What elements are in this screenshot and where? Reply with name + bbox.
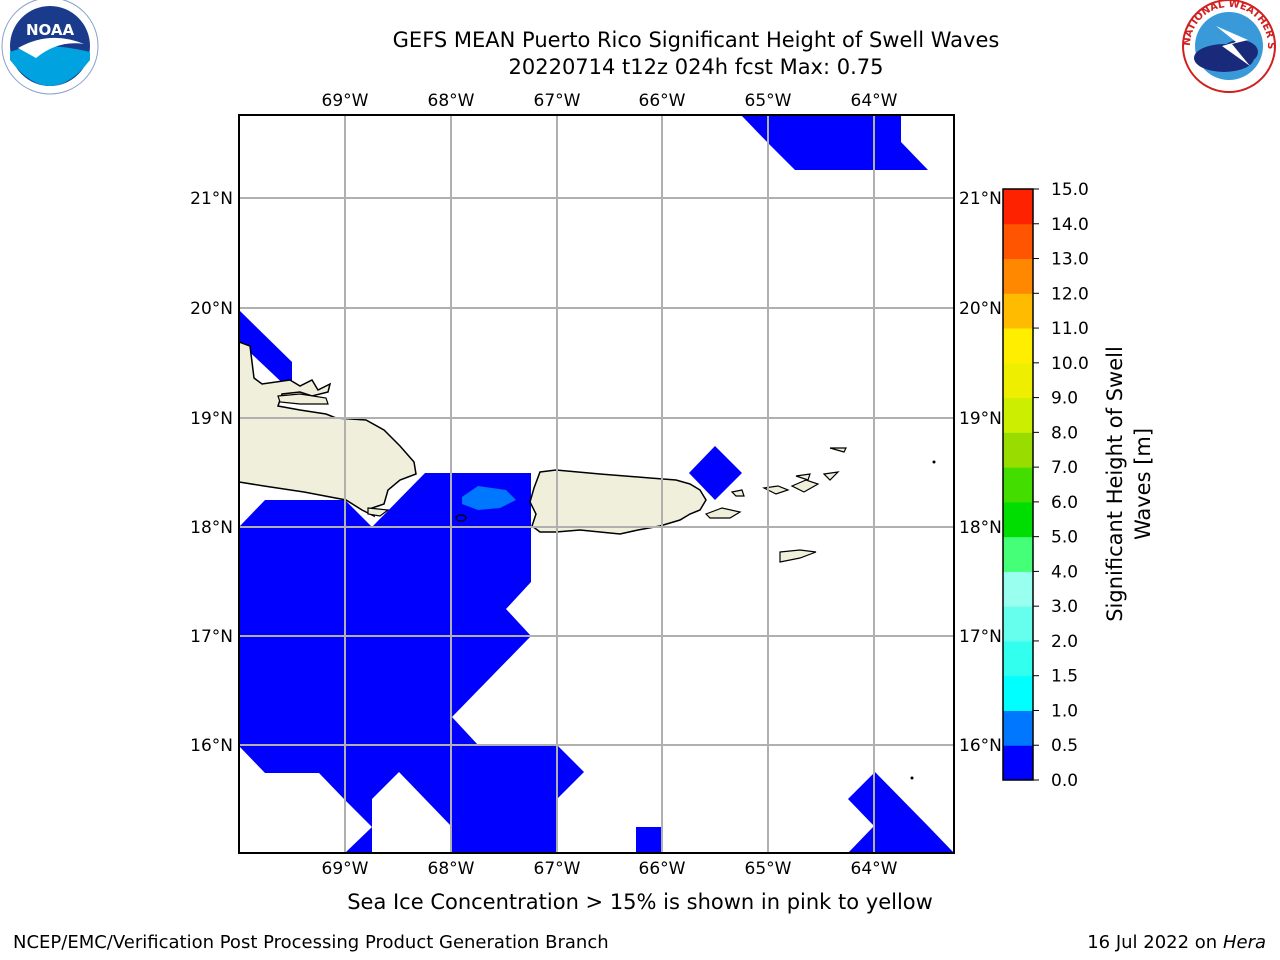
colorbar-segment bbox=[1003, 606, 1033, 642]
lon-label: 64°W bbox=[851, 859, 898, 879]
nws-logo: NATIONAL WEATHER SERVICE bbox=[0, 0, 1276, 93]
lon-labels-bottom: 69°W 68°W 67°W 66°W 65°W 64°W bbox=[322, 859, 898, 879]
noaa-logo-text: NOAA bbox=[26, 21, 75, 39]
colorbar-tick-label: 1.5 bbox=[1051, 667, 1078, 687]
lon-label: 65°W bbox=[745, 91, 792, 111]
lat-label: 17°N bbox=[190, 627, 233, 647]
svg-text:NATIONAL WEATHER SERVICE: NATIONAL WEATHER SERVICE bbox=[0, 0, 1276, 49]
colorbar-tick-label: 6.0 bbox=[1051, 493, 1078, 513]
footer-date: 16 Jul 2022 on Hera bbox=[1087, 932, 1266, 953]
lat-label: 18°N bbox=[190, 518, 233, 538]
colorbar-tick-label: 12.0 bbox=[1051, 284, 1089, 304]
footer-branch: NCEP/EMC/Verification Post Processing Pr… bbox=[13, 932, 609, 953]
lon-label: 68°W bbox=[428, 91, 475, 111]
lon-label: 64°W bbox=[851, 91, 898, 111]
colorbar-tick-label: 5.0 bbox=[1051, 528, 1078, 548]
lat-label: 20°N bbox=[959, 299, 1002, 319]
colorbar-segment bbox=[1003, 362, 1033, 399]
colorbar-segment bbox=[1003, 397, 1033, 433]
map-frame bbox=[238, 114, 955, 854]
colorbar-tick-label: 13.0 bbox=[1051, 250, 1089, 270]
lat-label: 19°N bbox=[190, 409, 233, 429]
colorbar-segment bbox=[1003, 675, 1033, 711]
lon-label: 65°W bbox=[745, 859, 792, 879]
nws-logo-text: NATIONAL WEATHER SERVICE bbox=[0, 0, 1276, 49]
footer-date-text: 16 Jul 2022 on bbox=[1087, 932, 1223, 953]
colorbar-label: Waves [m] bbox=[1131, 428, 1155, 540]
sea-ice-caption: Sea Ice Concentration > 15% is shown in … bbox=[347, 890, 933, 914]
lat-label: 16°N bbox=[959, 736, 1002, 756]
lon-label: 69°W bbox=[322, 859, 369, 879]
lat-label: 18°N bbox=[959, 518, 1002, 538]
colorbar-segment bbox=[1003, 745, 1033, 781]
colorbar-tick-label: 11.0 bbox=[1051, 319, 1089, 339]
colorbar-tick-label: 4.0 bbox=[1051, 562, 1078, 582]
colorbar-frame bbox=[1002, 188, 1034, 781]
colorbar-tick-label: 7.0 bbox=[1051, 458, 1078, 478]
colorbar-segment bbox=[1003, 571, 1033, 607]
lat-label: 21°N bbox=[959, 189, 1002, 209]
lat-label: 17°N bbox=[959, 627, 1002, 647]
footer-host: Hera bbox=[1222, 932, 1266, 953]
colorbar-tick-label: 3.0 bbox=[1051, 597, 1078, 617]
colorbar-segment bbox=[1003, 258, 1033, 294]
colorbar-segment bbox=[1003, 710, 1033, 746]
colorbar-tick-label: 0.0 bbox=[1051, 771, 1078, 791]
swell-height-fill-high bbox=[462, 486, 516, 510]
lon-label: 69°W bbox=[322, 91, 369, 111]
lat-label: 19°N bbox=[959, 409, 1002, 429]
lat-labels-right: 21°N 20°N 19°N 18°N 17°N 16°N bbox=[959, 189, 1002, 756]
colorbar-tick-label: 8.0 bbox=[1051, 423, 1078, 443]
lon-label: 68°W bbox=[428, 859, 475, 879]
chart-subtitle: 20220714 t12z 024h fcst Max: 0.75 bbox=[508, 55, 884, 79]
lon-label: 67°W bbox=[534, 859, 581, 879]
colorbar-ticks: 0.0 0.5 1.0 1.5 2.0 3.0 4.0 5.0 6.0 7.0 8.0 9.0 10.0… bbox=[1033, 180, 1089, 791]
chart-title: GEFS MEAN Puerto Rico Significant Height… bbox=[392, 28, 1000, 52]
lon-label: 66°W bbox=[639, 859, 686, 879]
colorbar-segment bbox=[1003, 293, 1033, 329]
colorbar-segment bbox=[1003, 536, 1033, 572]
lon-labels-top: 69°W 68°W 67°W 66°W 65°W 64°W bbox=[322, 91, 898, 111]
lon-label: 66°W bbox=[639, 91, 686, 111]
colorbar-tick-label: 10.0 bbox=[1051, 354, 1089, 374]
colorbar-tick-label: 1.0 bbox=[1051, 701, 1078, 721]
colorbar-segment bbox=[1003, 223, 1033, 260]
colorbar-tick-label: 2.0 bbox=[1051, 632, 1078, 652]
colorbar-segment bbox=[1003, 189, 1033, 225]
map-gridlines bbox=[239, 115, 954, 853]
colorbar-segment bbox=[1003, 640, 1033, 677]
colorbar-label: Significant Height of Swell bbox=[1103, 346, 1127, 622]
lat-labels-left: 21°N 20°N 19°N 18°N 17°N 16°N bbox=[190, 189, 233, 756]
colorbar bbox=[1002, 188, 1034, 781]
colorbar-tick-label: 15.0 bbox=[1051, 180, 1089, 200]
lat-label: 21°N bbox=[190, 189, 233, 209]
noaa-logo: NOAA bbox=[1, 0, 99, 95]
colorbar-segment bbox=[1003, 328, 1033, 364]
map-area bbox=[238, 114, 955, 854]
lat-label: 20°N bbox=[190, 299, 233, 319]
land-small-islands bbox=[704, 447, 847, 563]
colorbar-tick-label: 9.0 bbox=[1051, 389, 1078, 409]
lat-label: 16°N bbox=[190, 736, 233, 756]
colorbar-tick-label: 0.5 bbox=[1051, 736, 1078, 756]
colorbar-segment bbox=[1003, 467, 1033, 503]
lon-label: 67°W bbox=[534, 91, 581, 111]
swell-height-fill bbox=[239, 115, 954, 853]
colorbar-tick-label: 14.0 bbox=[1051, 215, 1089, 235]
colorbar-segment bbox=[1003, 501, 1033, 538]
colorbar-segment bbox=[1003, 432, 1033, 468]
